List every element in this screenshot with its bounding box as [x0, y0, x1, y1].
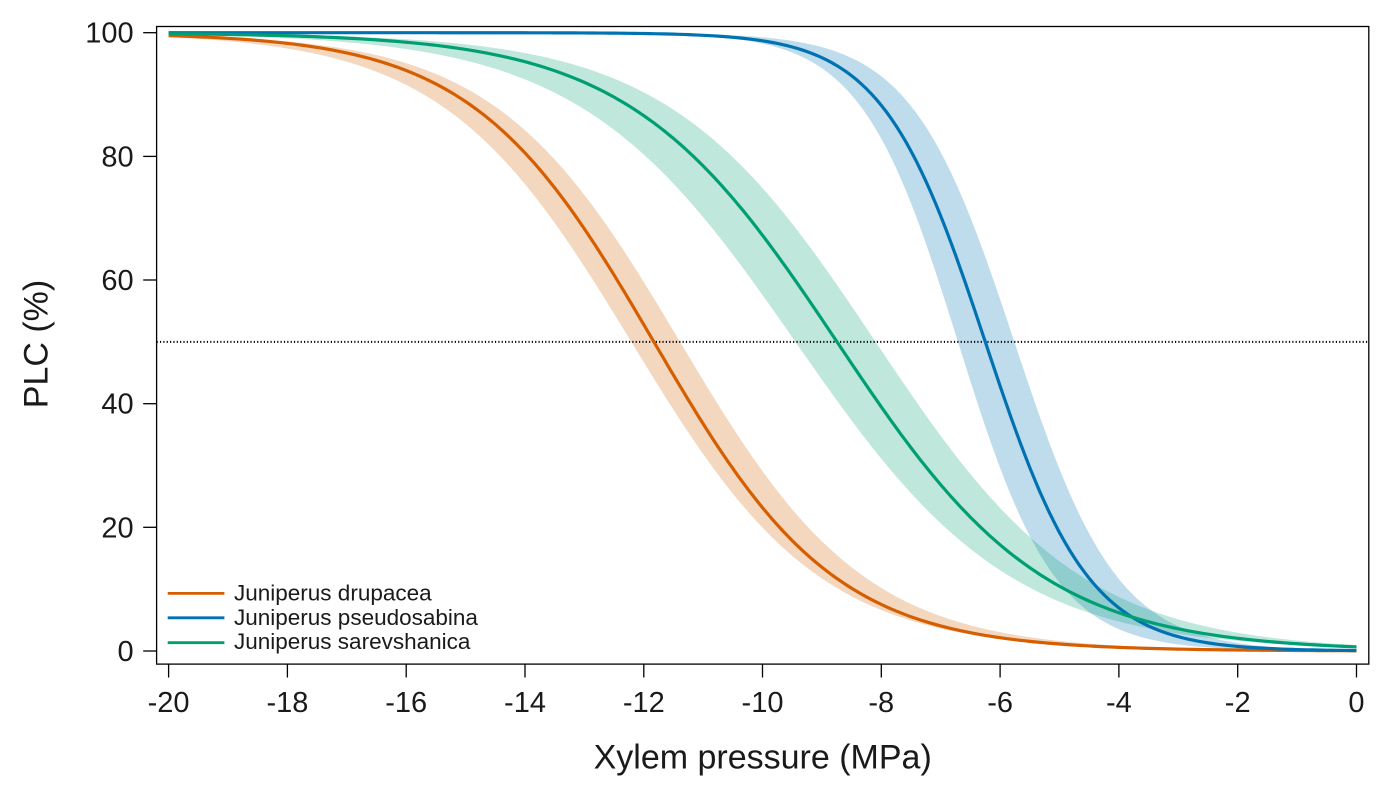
svg-text:-10: -10	[742, 687, 784, 719]
svg-text:80: 80	[101, 141, 133, 173]
svg-text:Juniperus pseudosabina: Juniperus pseudosabina	[234, 605, 478, 630]
svg-text:-16: -16	[385, 687, 427, 719]
svg-text:100: 100	[85, 18, 133, 50]
svg-text:-6: -6	[987, 687, 1013, 719]
svg-text:-20: -20	[148, 687, 190, 719]
svg-text:-4: -4	[1106, 687, 1132, 719]
svg-text:PLC (%): PLC (%)	[18, 280, 56, 408]
svg-text:0: 0	[1348, 687, 1364, 719]
svg-text:-2: -2	[1225, 687, 1251, 719]
svg-text:Xylem pressure (MPa): Xylem pressure (MPa)	[594, 739, 932, 777]
svg-text:-12: -12	[623, 687, 665, 719]
svg-text:Juniperus drupacea: Juniperus drupacea	[234, 581, 432, 606]
svg-text:Juniperus sarevshanica: Juniperus sarevshanica	[234, 629, 471, 654]
svg-text:-8: -8	[868, 687, 894, 719]
svg-text:-18: -18	[266, 687, 308, 719]
svg-text:-14: -14	[504, 687, 546, 719]
svg-text:0: 0	[117, 636, 133, 668]
svg-text:40: 40	[101, 389, 133, 421]
svg-text:20: 20	[101, 512, 133, 544]
svg-text:60: 60	[101, 265, 133, 297]
